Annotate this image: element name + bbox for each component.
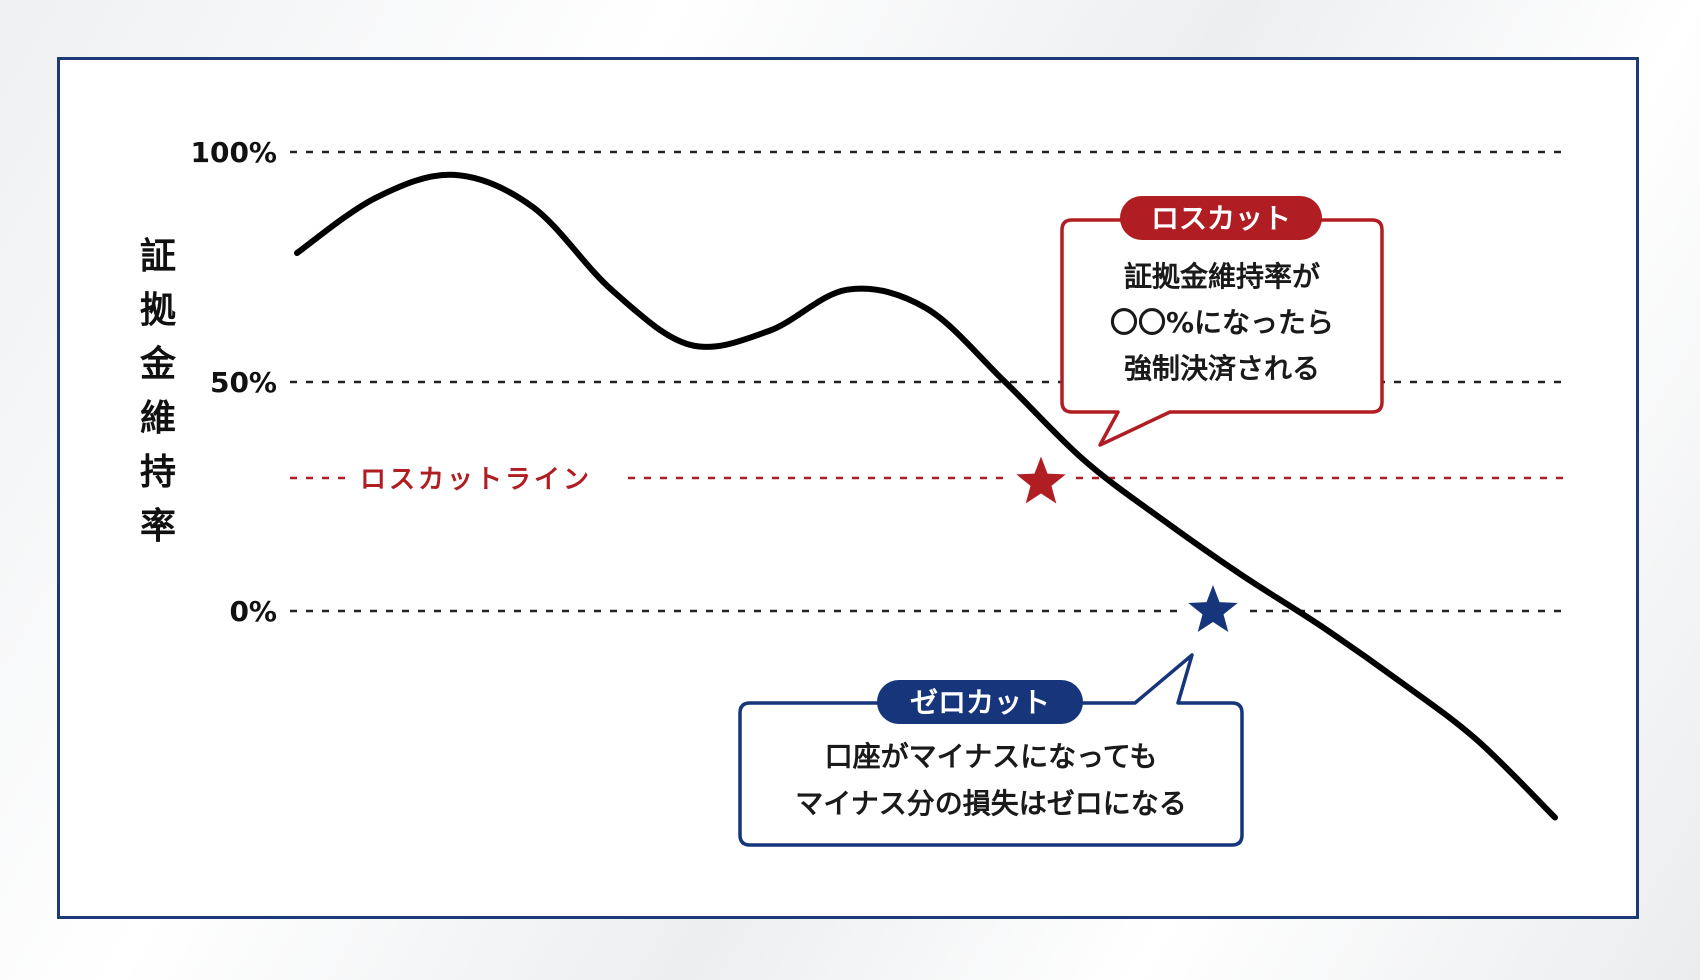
y-axis-label-char: 金 xyxy=(139,343,177,385)
y-axis-label-char: 証 xyxy=(140,236,176,277)
zero-cut-text-line-2: マイナス分の損失はゼロになる xyxy=(795,787,1186,820)
loss-cut-callout: ロスカット 証拠金維持率が 〇〇%になったら 強制決済される xyxy=(1060,196,1384,447)
y-axis-label-char: 維 xyxy=(140,398,176,439)
loss-cut-line: ロスカットライン xyxy=(290,465,1565,495)
zero-cut-callout: ゼロカット 口座がマイナスになっても マイナス分の損失はゼロになる xyxy=(738,653,1244,847)
y-axis-label-char: 率 xyxy=(140,506,176,547)
loss-cut-callout-box xyxy=(1060,218,1384,447)
y-axis-label-char: 持 xyxy=(140,452,176,493)
loss-cut-star-icon xyxy=(1016,456,1066,504)
zero-cut-star-icon xyxy=(1188,585,1238,632)
y-tick-50: 50% xyxy=(210,366,277,399)
y-tick-100: 100% xyxy=(190,136,277,169)
zero-cut-callout-box xyxy=(738,653,1244,847)
loss-cut-text-line-1: 証拠金維持率が xyxy=(1124,260,1320,293)
loss-cut-tag xyxy=(1120,196,1322,240)
y-axis-label-char: 拠 xyxy=(140,290,177,331)
loss-cut-tag-text: ロスカット xyxy=(1151,202,1291,235)
zero-cut-tag-text: ゼロカット xyxy=(910,686,1050,719)
zero-cut-text-line-1: 口座がマイナスになっても xyxy=(825,740,1158,773)
y-tick-0: 0% xyxy=(229,595,277,628)
zero-cut-tag xyxy=(877,680,1083,724)
loss-cut-text-line-2: 〇〇%になったら xyxy=(1110,306,1334,339)
margin-ratio-curve xyxy=(294,171,1558,821)
y-axis-label: 証拠金維持率 xyxy=(139,236,177,547)
loss-cut-text-line-3: 強制決済される xyxy=(1124,352,1320,385)
loss-cut-line-label: ロスカットライン xyxy=(360,465,592,495)
